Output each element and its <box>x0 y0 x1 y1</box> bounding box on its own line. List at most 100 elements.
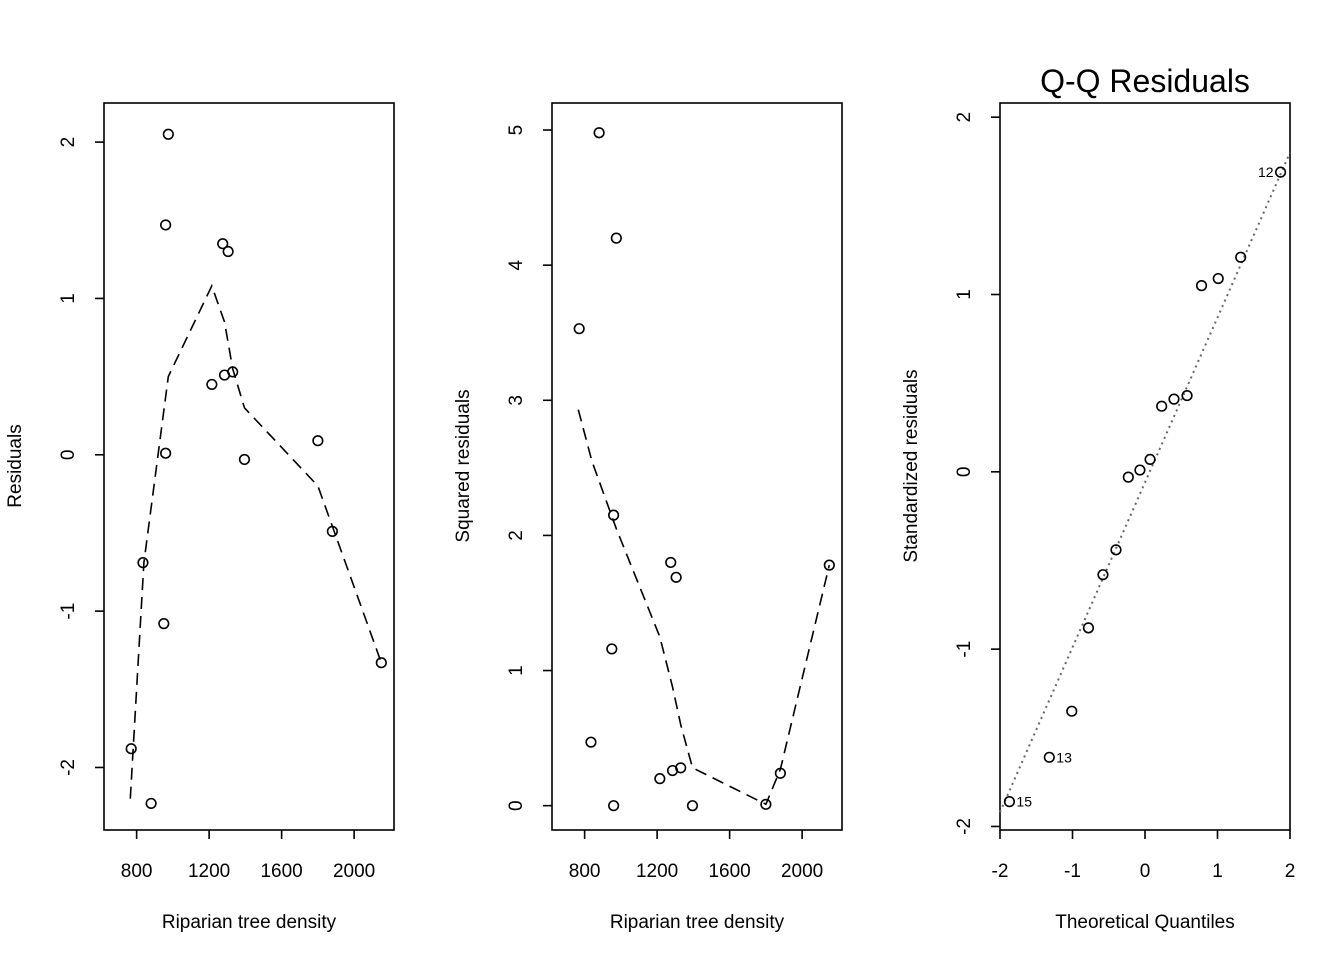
y-tick-label: 0 <box>506 800 527 811</box>
x-axis: 800 1200 1600 2000 <box>569 830 823 882</box>
y-axis-label: Residuals <box>5 424 26 507</box>
y-tick-label: -1 <box>954 641 975 658</box>
data-point <box>1066 705 1078 717</box>
squared-residuals-vs-density-panel: Riparian tree density Squared residuals … <box>453 102 843 933</box>
data-point <box>1156 400 1168 412</box>
data-point <box>1134 464 1146 476</box>
y-tick-label: 0 <box>58 449 79 460</box>
data-point <box>1082 622 1095 634</box>
data-point <box>326 525 338 537</box>
x-tick-label: 0 <box>1140 861 1151 882</box>
data-point <box>160 447 172 459</box>
data-point <box>1195 280 1208 292</box>
x-axis-label: Riparian tree density <box>162 912 337 933</box>
data-point <box>125 743 137 755</box>
data-point <box>573 323 585 335</box>
data-point <box>654 773 666 785</box>
data-point <box>585 736 597 748</box>
y-axis: -2 -1 0 1 2 <box>954 112 1000 835</box>
data-point <box>593 127 605 139</box>
residuals-vs-density-panel: Riparian tree density Residuals 800 1200 1… <box>5 102 395 933</box>
data-point <box>1274 166 1287 178</box>
x-tick-label: 1200 <box>636 861 678 882</box>
data-marks: 15 13 12 <box>999 152 1291 813</box>
smoother-line <box>129 283 383 799</box>
data-point <box>1168 393 1180 405</box>
data-point <box>760 798 772 810</box>
x-axis: 800 1200 1600 2000 <box>121 830 375 882</box>
y-tick-label: 0 <box>954 467 975 478</box>
data-marks <box>125 128 387 810</box>
data-point <box>162 128 174 140</box>
x-tick-label: 800 <box>569 861 601 882</box>
point-label: 12 <box>1258 164 1274 180</box>
data-point <box>665 556 677 569</box>
y-axis: 0 1 2 3 4 5 <box>506 125 552 811</box>
x-axis-label: Theoretical Quantiles <box>1055 912 1235 933</box>
y-axis-label: Squared residuals <box>453 389 474 542</box>
data-marks <box>573 127 835 812</box>
y-tick-label: 5 <box>506 125 527 136</box>
y-tick-label: 1 <box>506 665 527 676</box>
y-tick-label: -2 <box>58 759 79 776</box>
y-axis-label: Standardized residuals <box>901 369 922 562</box>
x-axis: -2 -1 0 1 2 <box>992 830 1296 882</box>
y-tick-label: -1 <box>58 603 79 620</box>
y-tick-label: 1 <box>58 293 79 304</box>
data-point <box>160 219 172 231</box>
data-point <box>823 559 835 571</box>
y-tick-label: 2 <box>954 112 975 123</box>
x-tick-label: 1200 <box>188 861 230 882</box>
y-tick-label: -2 <box>954 818 975 835</box>
x-tick-label: 2000 <box>781 861 823 882</box>
data-point <box>1003 796 1016 808</box>
data-point <box>610 232 622 244</box>
y-tick-label: 1 <box>954 289 975 300</box>
data-point <box>158 618 170 630</box>
x-tick-label: 2000 <box>333 861 375 882</box>
point-label: 13 <box>1056 749 1072 765</box>
y-tick-label: 4 <box>506 259 527 270</box>
data-point <box>1212 272 1224 285</box>
data-point <box>217 238 229 250</box>
y-axis: -2 -1 0 1 2 <box>58 137 104 776</box>
data-point <box>1097 569 1109 581</box>
data-point <box>227 366 239 378</box>
smoother-line <box>577 409 831 806</box>
x-tick-label: 800 <box>121 861 153 882</box>
qq-reference-line <box>999 152 1291 813</box>
data-point <box>1122 471 1134 483</box>
x-tick-label: 1600 <box>260 861 302 882</box>
plot-frame <box>999 102 1291 831</box>
x-tick-label: 2 <box>1285 861 1296 882</box>
data-point <box>670 571 682 583</box>
data-point <box>222 245 234 258</box>
data-point <box>137 557 149 569</box>
x-tick-label: -1 <box>1064 861 1081 882</box>
data-point <box>238 453 251 466</box>
plot-frame <box>551 102 843 831</box>
y-tick-label: 2 <box>506 530 527 541</box>
data-point <box>375 657 387 669</box>
data-point <box>686 800 699 812</box>
plot-frame <box>103 102 395 831</box>
data-point <box>145 797 157 810</box>
x-tick-label: 1600 <box>708 861 750 882</box>
data-point <box>312 435 324 447</box>
data-point <box>675 762 687 774</box>
data-point <box>1181 389 1193 402</box>
data-point <box>608 509 620 521</box>
data-point <box>606 643 618 655</box>
x-tick-label: -2 <box>992 861 1009 882</box>
panel-title: Q-Q Residuals <box>1040 63 1250 99</box>
data-point <box>1235 251 1247 263</box>
data-point <box>1144 453 1156 466</box>
x-axis-label: Riparian tree density <box>610 912 785 933</box>
data-point <box>608 800 620 812</box>
y-tick-label: 3 <box>506 395 527 406</box>
data-point <box>774 767 786 779</box>
qq-residuals-panel: Q-Q Residuals Theoretical Quantiles Stan… <box>901 63 1295 933</box>
x-tick-label: 1 <box>1212 861 1223 882</box>
data-point <box>1043 751 1055 763</box>
